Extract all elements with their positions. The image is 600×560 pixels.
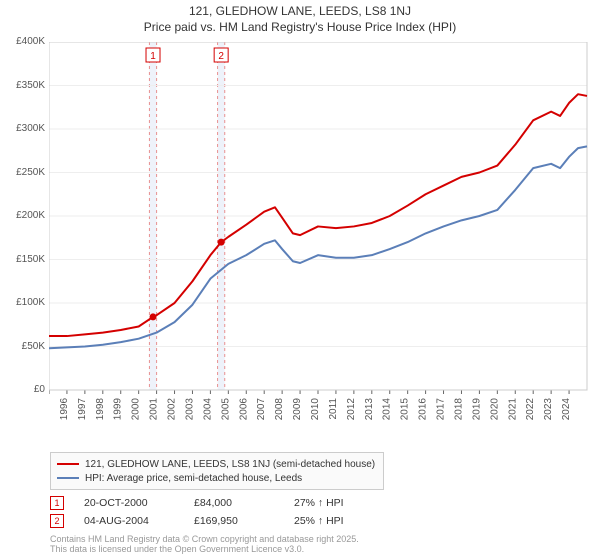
svg-text:2001: 2001 [149, 398, 160, 421]
svg-text:2021: 2021 [507, 398, 518, 421]
sale-price: £84,000 [194, 497, 274, 509]
svg-text:2018: 2018 [453, 398, 464, 421]
svg-text:1998: 1998 [95, 398, 106, 421]
y-tick-label: £250K [0, 167, 45, 178]
legend-label: HPI: Average price, semi-detached house,… [85, 473, 302, 484]
svg-text:2019: 2019 [471, 398, 482, 421]
svg-text:2022: 2022 [525, 398, 536, 421]
svg-text:1995: 1995 [49, 398, 52, 421]
svg-text:1997: 1997 [77, 398, 88, 421]
svg-text:2017: 2017 [436, 398, 447, 421]
sale-pct: 25% ↑ HPI [294, 515, 374, 527]
svg-text:2007: 2007 [256, 398, 267, 421]
svg-text:1999: 1999 [113, 398, 124, 421]
legend: 121, GLEDHOW LANE, LEEDS, LS8 1NJ (semi-… [50, 452, 384, 490]
title-line-2: Price paid vs. HM Land Registry's House … [0, 20, 600, 34]
y-tick-label: £300K [0, 123, 45, 134]
sale-pct: 27% ↑ HPI [294, 497, 374, 509]
svg-text:2015: 2015 [400, 398, 411, 421]
sale-marker-icon: 2 [50, 514, 64, 528]
sale-price: £169,950 [194, 515, 274, 527]
svg-text:2024: 2024 [561, 398, 572, 421]
legend-item: 121, GLEDHOW LANE, LEEDS, LS8 1NJ (semi-… [57, 457, 377, 471]
y-tick-label: £50K [0, 341, 45, 352]
y-tick-label: £0 [0, 384, 45, 395]
svg-text:2016: 2016 [418, 398, 429, 421]
sale-marker-icon: 1 [50, 496, 64, 510]
title-line-1: 121, GLEDHOW LANE, LEEDS, LS8 1NJ [0, 4, 600, 18]
legend-swatch [57, 463, 79, 465]
svg-text:1996: 1996 [59, 398, 70, 421]
svg-text:2012: 2012 [346, 398, 357, 421]
attribution-line: This data is licensed under the Open Gov… [50, 544, 359, 554]
svg-text:2: 2 [218, 51, 224, 62]
chart-svg: 1995 1996 1997 1998 1999 2000 2001 2002 2003 2004… [49, 42, 591, 432]
svg-text:2011: 2011 [328, 398, 339, 420]
chart-titles: 121, GLEDHOW LANE, LEEDS, LS8 1NJ Price … [0, 0, 600, 34]
svg-text:2023: 2023 [543, 398, 554, 421]
svg-text:2000: 2000 [131, 398, 142, 421]
sale-row: 1 20-OCT-2000 £84,000 27% ↑ HPI [50, 494, 374, 512]
y-tick-label: £150K [0, 254, 45, 265]
svg-text:2006: 2006 [238, 398, 249, 421]
svg-text:2010: 2010 [310, 398, 321, 421]
y-tick-label: £400K [0, 36, 45, 47]
y-tick-label: £200K [0, 210, 45, 221]
svg-text:2008: 2008 [274, 398, 285, 421]
sales-table: 1 20-OCT-2000 £84,000 27% ↑ HPI 2 04-AUG… [50, 494, 374, 530]
svg-text:2020: 2020 [489, 398, 500, 421]
svg-text:2013: 2013 [364, 398, 375, 421]
svg-text:2009: 2009 [292, 398, 303, 421]
sale-date: 04-AUG-2004 [84, 515, 174, 527]
legend-item: HPI: Average price, semi-detached house,… [57, 471, 377, 485]
svg-text:2002: 2002 [167, 398, 178, 421]
svg-text:2003: 2003 [184, 398, 195, 421]
legend-label: 121, GLEDHOW LANE, LEEDS, LS8 1NJ (semi-… [85, 459, 375, 470]
attribution-line: Contains HM Land Registry data © Crown c… [50, 534, 359, 544]
y-tick-label: £100K [0, 297, 45, 308]
svg-text:2005: 2005 [220, 398, 231, 421]
svg-text:2004: 2004 [202, 398, 213, 421]
sale-row: 2 04-AUG-2004 £169,950 25% ↑ HPI [50, 512, 374, 530]
y-tick-label: £350K [0, 80, 45, 91]
chart-container: 121, GLEDHOW LANE, LEEDS, LS8 1NJ Price … [0, 0, 600, 560]
svg-text:2014: 2014 [382, 398, 393, 421]
svg-text:1: 1 [150, 51, 156, 62]
sale-date: 20-OCT-2000 [84, 497, 174, 509]
legend-swatch [57, 477, 79, 479]
attribution: Contains HM Land Registry data © Crown c… [50, 534, 359, 555]
